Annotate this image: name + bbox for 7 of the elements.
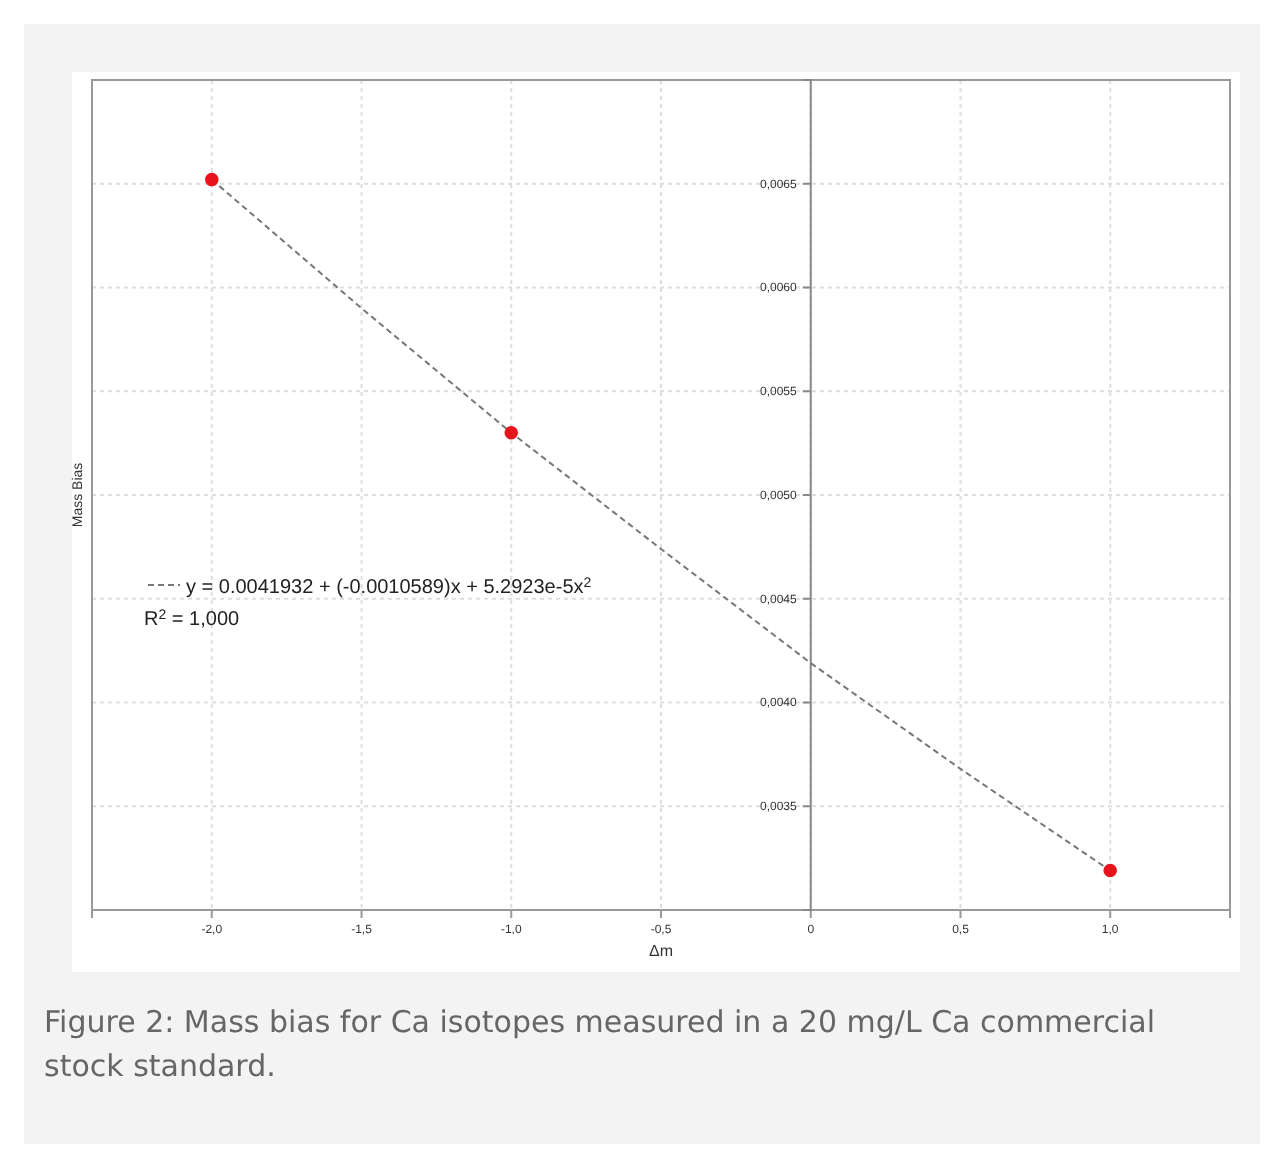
point <box>205 172 219 187</box>
x-axis-title: Δm <box>648 942 674 960</box>
annotation: R$^{2}$ = 1,000 <box>144 608 240 631</box>
point <box>1103 863 1117 878</box>
caption: Figure 2: Mass bias for Ca isotopes measured in a 20 mg/L Ca commercial stock standard. <box>44 1002 1158 1088</box>
legend-label: y = 0.0041932 + (-0.0010589)x + 5.2923e-5x$^{2}$ <box>186 576 592 599</box>
point <box>504 425 519 440</box>
